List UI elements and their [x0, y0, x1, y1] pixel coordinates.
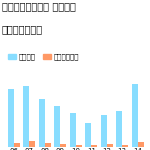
- Bar: [23, 86, 29, 147]
- Bar: [70, 113, 76, 147]
- Bar: [8, 89, 14, 147]
- Text: 事故の発生件数: 事故の発生件数: [2, 24, 43, 34]
- Bar: [29, 141, 35, 147]
- Bar: [138, 142, 144, 147]
- Bar: [54, 106, 60, 147]
- Bar: [45, 143, 51, 147]
- Legend: 発生件数, うち人身事故: 発生件数, うち人身事故: [5, 51, 82, 63]
- Bar: [60, 144, 66, 147]
- Bar: [116, 111, 122, 147]
- Bar: [76, 145, 82, 147]
- Bar: [132, 84, 138, 147]
- Bar: [91, 145, 97, 147]
- Bar: [101, 115, 107, 147]
- Bar: [107, 144, 113, 147]
- Bar: [14, 143, 20, 147]
- Text: ホイール・ボルト 折損等に: ホイール・ボルト 折損等に: [2, 2, 75, 12]
- Bar: [122, 145, 128, 147]
- Bar: [85, 123, 91, 147]
- Bar: [39, 99, 45, 147]
